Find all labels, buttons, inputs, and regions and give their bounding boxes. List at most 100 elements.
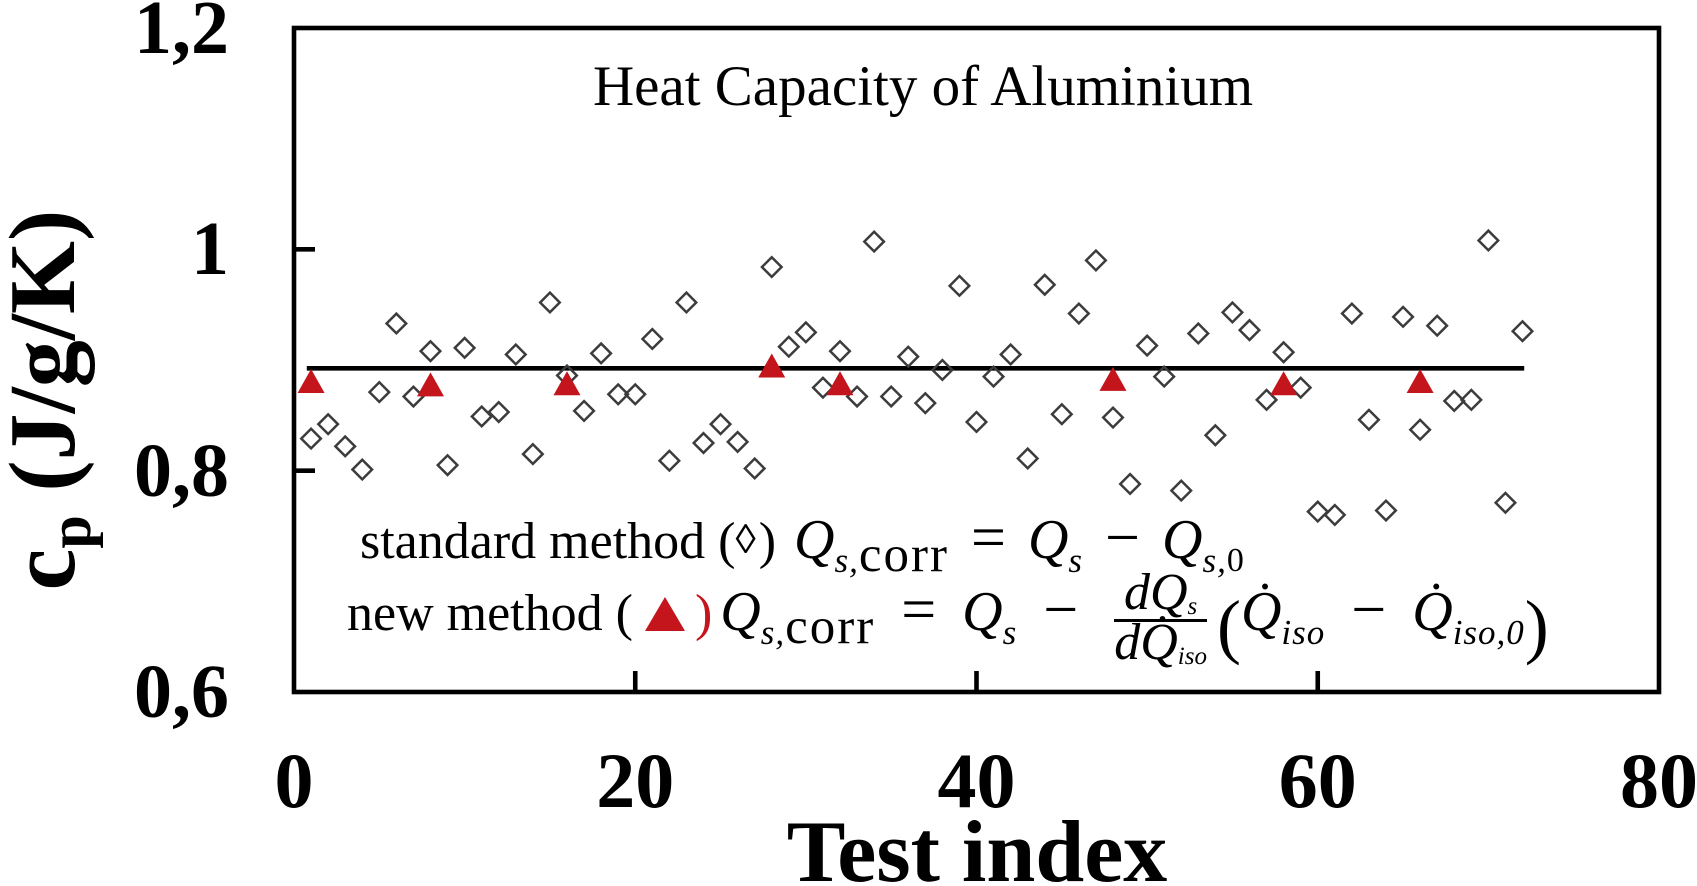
triangle-icon [644,597,685,631]
diamond-marker [691,431,716,455]
diamond-marker [947,274,972,298]
fraction: dQs dQ̇iso [1114,567,1207,670]
new-method-markers [297,353,1434,397]
diamond-marker [1306,500,1330,524]
diamond-marker [1289,376,1313,400]
diamond-marker [1357,408,1381,432]
diamond-marker [777,335,801,359]
diamond-marker [350,457,374,482]
diamond-marker [1442,389,1466,413]
formula-piece: = [901,576,937,644]
formula-piece: ) [1524,586,1549,666]
xtick-label-0: 0 [274,737,314,824]
formula-piece: ( [1216,586,1241,666]
yaxis-subscript: p [36,515,104,549]
formula-piece: s, [1202,541,1227,580]
fraction-denominator: dQ̇iso [1114,617,1207,670]
diamond-marker [981,365,1006,389]
diamond-marker [333,434,357,458]
diamond-marker [1323,503,1347,527]
diamond-marker [862,230,886,254]
diamond-marker [435,453,460,477]
formula-piece: s [1187,593,1198,620]
diamond-marker [1067,301,1091,326]
formula-piece: iso,0 [1452,613,1525,652]
diamond-marker [1272,340,1296,364]
formula-piece: corr [858,527,949,583]
diamond-marker [1340,301,1364,326]
formula-piece: dQ [1123,564,1188,621]
ytick-label-1-2: 1,2 [134,0,229,70]
formula-piece: s [1068,541,1084,580]
chart-title: Heat Capacity of Aluminium [592,55,1254,118]
diamond-marker [504,342,528,367]
xtick-label-20: 20 [596,737,675,824]
legend-new-label: new method ( [347,585,633,642]
legend-standard-method: standard method (◊) Qs,corr = Qs − Qs,0 [360,507,1244,581]
legend-new-close: ) [694,585,713,642]
xaxis-label: Test index [786,804,1168,886]
formula-piece: Q [1162,509,1203,571]
diamond-marker [606,382,630,406]
triangle-marker [417,372,444,397]
diamond-marker [453,336,477,360]
legend-new-formula: Qs,corr = Qs − dQs dQ̇iso (Q̇iso − Q̇iso,0) [720,567,1549,670]
diamond-marker [1237,318,1262,342]
triangle-marker [826,371,854,396]
diamond-marker [1186,321,1210,346]
formula-piece: − [1351,576,1387,644]
diamond-marker [1203,423,1227,447]
diamond-marker [487,400,511,424]
diamond-marker [794,320,818,344]
diamond-marker [964,410,989,434]
diamond-marker [1459,388,1483,412]
diamond-marker [589,341,613,365]
diamond-marker [1016,446,1040,471]
diamond-marker [1391,305,1415,329]
triangle-marker [758,353,786,378]
formula-piece: − [1043,576,1079,644]
diamond-marker [896,345,920,369]
diamond-icon: ◊ [735,516,759,562]
xtick-label-60: 60 [1278,737,1357,824]
yaxis-units: (J/g/K) [0,209,96,516]
diamond-marker [367,380,391,404]
formula-piece: Q̇ [1240,581,1282,643]
diamond-marker [418,339,443,363]
diamond-marker [1101,405,1125,430]
diamond-marker [401,384,426,409]
xtick-label-80: 80 [1620,737,1697,824]
diamond-marker [1135,334,1159,358]
formula-piece: corr [785,599,876,655]
diamond-marker [1374,498,1398,523]
legend-standard-label: standard method ( [360,513,736,570]
diamond-marker [1408,418,1432,442]
formula-piece: iso [1177,643,1207,670]
formula-piece: s, [834,541,859,580]
diamond-marker [879,384,903,409]
diamond-marker [1152,365,1176,389]
axis-ticks [294,247,1321,692]
triangle-marker [1099,366,1127,391]
legend-standard-close: ) [758,513,790,570]
diamond-marker [1476,228,1500,253]
diamond-marker [726,430,750,454]
diamond-marker [538,290,562,315]
diamond-marker [674,290,699,315]
formula-piece: = [970,504,1006,572]
diamond-marker [470,404,494,429]
diamond-marker [299,427,323,451]
legend-new-method: new method () Qs,corr = Qs − dQs dQ̇iso (Q̇iso −… [347,567,1549,670]
diamond-marker [760,255,784,279]
diamond-marker [1510,319,1535,343]
formula-piece: dQ̇ [1114,614,1178,671]
diamond-marker [1084,248,1108,272]
diamond-marker [640,327,664,351]
formula-piece: iso [1281,613,1326,652]
formula-piece: Q [720,581,761,643]
formula-piece: Q [794,509,835,571]
diamond-marker [1050,402,1074,426]
triangle-marker [1406,369,1434,394]
triangle-marker [553,371,581,396]
